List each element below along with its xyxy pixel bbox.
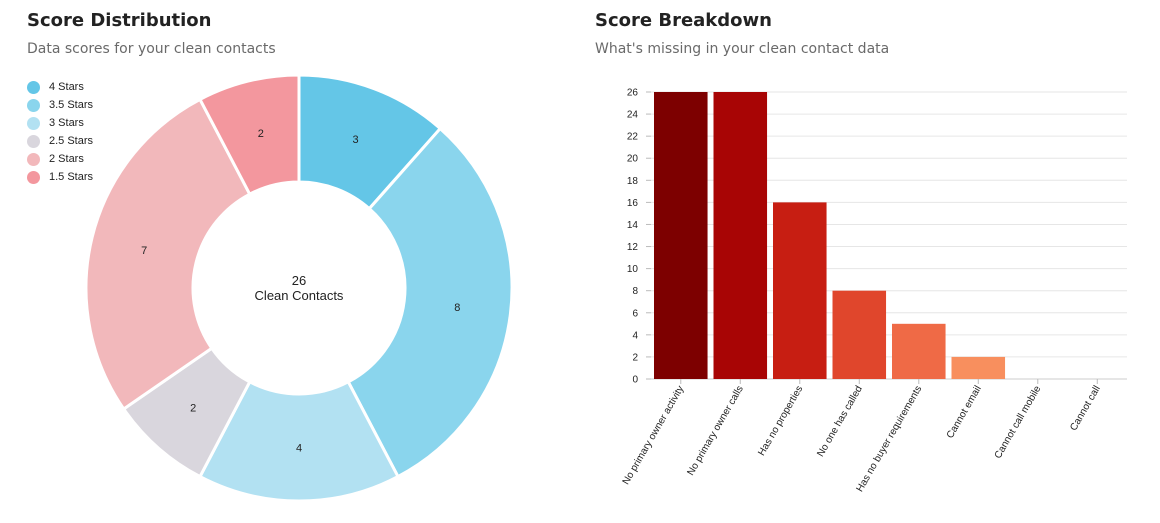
donut-center-label: Clean Contacts bbox=[255, 288, 344, 303]
legend-label: 2.5 Stars bbox=[49, 135, 94, 147]
x-tick-label: No primary owner activity bbox=[621, 384, 687, 487]
score-distribution-title: Score Distribution bbox=[27, 10, 212, 31]
legend-swatch bbox=[27, 134, 40, 148]
y-tick-label: 8 bbox=[632, 286, 638, 297]
legend-label: 3 Stars bbox=[49, 117, 84, 129]
score-distribution-subtitle: Data scores for your clean contacts bbox=[27, 41, 276, 57]
y-tick-label: 4 bbox=[632, 330, 638, 341]
bar-no-primary-owner-activity[interactable] bbox=[654, 92, 708, 379]
legend-item-3-stars[interactable]: 3 Stars bbox=[27, 114, 93, 132]
donut-chart: 3 8 4 2 7 2 26 Clean Contacts bbox=[84, 73, 514, 503]
legend-swatch bbox=[27, 170, 40, 184]
legend-label: 1.5 Stars bbox=[49, 171, 94, 183]
y-tick-label: 12 bbox=[627, 242, 639, 253]
legend-label: 3.5 Stars bbox=[49, 99, 94, 111]
legend-swatch bbox=[27, 80, 40, 94]
donut-slice-3-5-stars[interactable] bbox=[346, 126, 514, 479]
legend-swatch bbox=[27, 116, 40, 130]
x-tick-label: No primary owner calls bbox=[685, 384, 745, 478]
legend-label: 2 Stars bbox=[49, 153, 84, 165]
legend-item-3-5-stars[interactable]: 3.5 Stars bbox=[27, 96, 93, 114]
donut-slice-label-4-stars: 3 bbox=[352, 134, 358, 146]
y-tick-label: 0 bbox=[632, 375, 638, 386]
y-tick-label: 20 bbox=[627, 154, 639, 165]
legend-swatch bbox=[27, 98, 40, 112]
score-distribution-panel: 3 8 4 2 7 2 26 Clean Contacts Score Distribut… bbox=[0, 0, 560, 523]
y-tick-label: 18 bbox=[627, 176, 639, 187]
x-tick-label: Cannot email bbox=[945, 384, 984, 441]
legend-item-2-5-stars[interactable]: 2.5 Stars bbox=[27, 132, 93, 150]
donut-slice-3-stars[interactable] bbox=[197, 379, 401, 503]
donut-slice-label-2-stars: 7 bbox=[141, 245, 147, 257]
y-tick-label: 2 bbox=[632, 352, 638, 363]
bar-no-one-has-called[interactable] bbox=[832, 290, 887, 379]
bar-has-no-properties[interactable] bbox=[773, 202, 827, 379]
donut-slice-label-3-stars: 4 bbox=[296, 443, 302, 455]
x-tick-label: Cannot call mobile bbox=[993, 384, 1044, 461]
score-breakdown-panel: 0 2 4 6 8 10 12 14 16 18 20 22 24 26 No primary owner… bbox=[568, 0, 1160, 523]
y-tick-label: 6 bbox=[632, 308, 638, 319]
y-tick-label: 10 bbox=[627, 264, 639, 275]
x-tick-label: Has no buyer requirements bbox=[855, 384, 925, 494]
donut-slice-2-stars[interactable] bbox=[84, 97, 252, 412]
donut-center-value: 26 bbox=[292, 273, 306, 288]
donut-slice-label-1-5-stars: 2 bbox=[258, 128, 264, 140]
legend-item-2-stars[interactable]: 2 Stars bbox=[27, 150, 93, 168]
bar-has-no-buyer-requirements[interactable] bbox=[892, 323, 946, 379]
y-tick-label: 26 bbox=[627, 88, 639, 99]
legend-label: 4 Stars bbox=[49, 81, 84, 93]
y-tick-label: 14 bbox=[627, 220, 639, 231]
y-tick-label: 24 bbox=[627, 110, 639, 121]
x-tick-label: Has no properties bbox=[756, 384, 805, 458]
legend-swatch bbox=[27, 152, 40, 166]
legend-item-1-5-stars[interactable]: 1.5 Stars bbox=[27, 168, 93, 186]
donut-slice-label-3-5-stars: 8 bbox=[454, 302, 460, 314]
y-tick-label: 22 bbox=[627, 132, 639, 143]
score-breakdown-subtitle: What's missing in your clean contact dat… bbox=[595, 41, 890, 57]
bar-no-primary-owner-calls[interactable] bbox=[713, 92, 768, 379]
x-tick-label: Cannot call bbox=[1068, 384, 1103, 433]
x-tick-label: No one has called bbox=[815, 384, 865, 459]
bar-cannot-email[interactable] bbox=[951, 356, 1006, 379]
score-breakdown-title: Score Breakdown bbox=[595, 10, 772, 31]
donut-slice-1-5-stars[interactable] bbox=[197, 73, 301, 197]
legend-item-4-stars[interactable]: 4 Stars bbox=[27, 78, 93, 96]
y-tick-label: 16 bbox=[627, 198, 639, 209]
donut-legend: 4 Stars 3.5 Stars 3 Stars 2.5 Stars 2 Stars 1… bbox=[27, 78, 93, 186]
donut-slice-label-2-5-stars: 2 bbox=[190, 402, 196, 414]
